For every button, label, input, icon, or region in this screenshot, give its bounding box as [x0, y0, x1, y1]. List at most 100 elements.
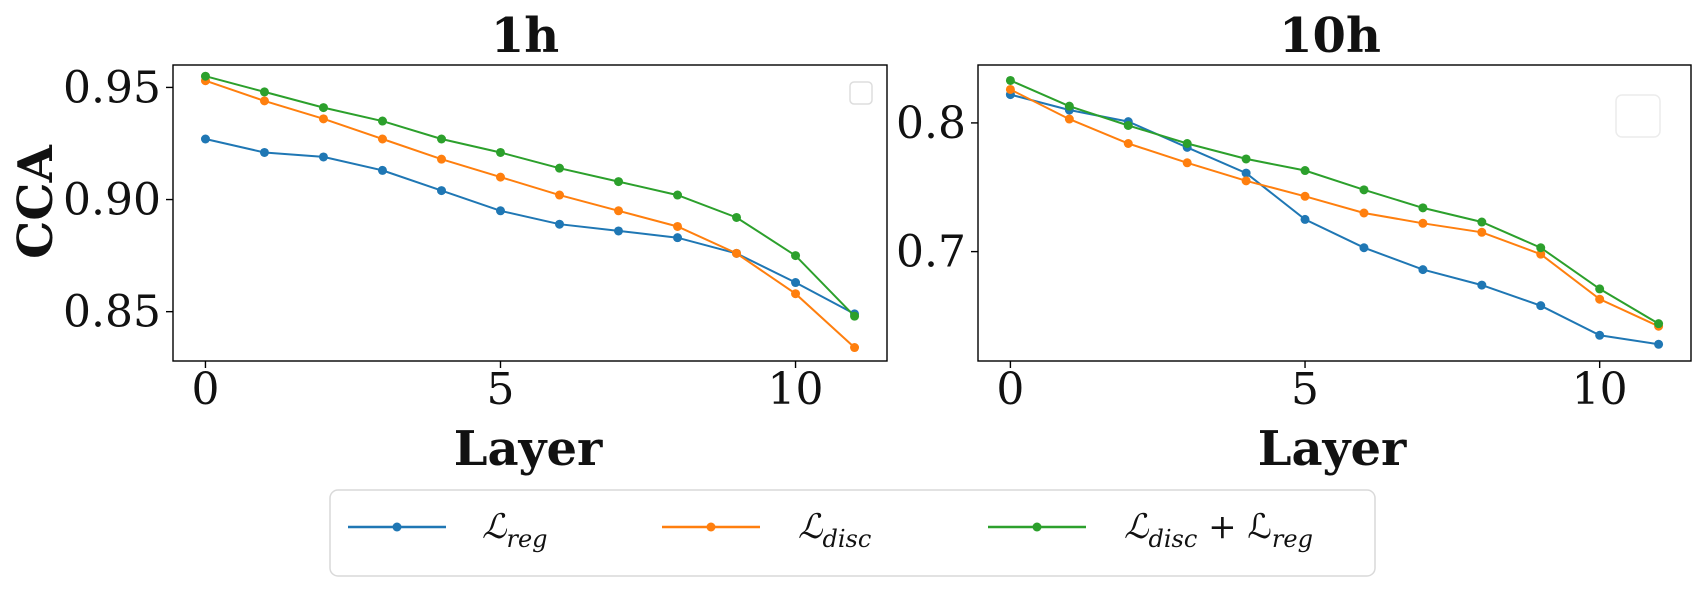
chart-panel-1h: 1h CCA 0 5 10 0.85 0.90 0.95 Layer [8, 8, 888, 477]
y-tick-label: 0.90 [63, 175, 161, 226]
x-axis-label-1h: Layer [454, 421, 603, 477]
y-tick-label: 0.85 [63, 287, 161, 338]
legend: ℒreg ℒdisc ℒdisc + ℒreg [329, 489, 1376, 577]
x-axis-label-10h: Layer [1258, 421, 1407, 477]
legend-label-disc-main: ℒ [798, 507, 824, 547]
series-line-disc-plus-reg [1009, 79, 1660, 325]
data-point-disc-plus-reg [436, 134, 446, 144]
legend-label-disc: ℒdisc [798, 507, 871, 553]
data-point-disc-plus-reg [259, 87, 269, 97]
series-line-disc [1009, 88, 1660, 328]
data-point-disc-plus-reg [1359, 185, 1369, 195]
data-point-disc [850, 343, 860, 353]
plot-lines-1h [200, 71, 860, 353]
legend-entry-disc: ℒdisc [662, 507, 871, 553]
data-point-disc [791, 289, 801, 299]
data-point-disc [1536, 249, 1546, 259]
data-point-reg [1300, 214, 1310, 224]
data-point-disc-plus-reg [1182, 139, 1192, 149]
chart-title-1h: 1h [491, 8, 559, 64]
legend-marker-reg [392, 522, 402, 532]
y-tick-label: 0.95 [63, 62, 161, 113]
series-line-disc [205, 79, 856, 349]
data-point-disc [1182, 158, 1192, 168]
data-point-reg [1654, 339, 1664, 349]
data-point-disc-plus-reg [1064, 101, 1074, 111]
data-point-reg [673, 233, 683, 243]
data-point-disc-plus-reg [1241, 154, 1251, 164]
data-point-disc [614, 206, 624, 216]
data-point-disc-plus-reg [318, 103, 328, 113]
data-point-disc [436, 154, 446, 164]
data-point-disc-plus-reg [850, 311, 860, 321]
data-point-disc [732, 248, 742, 258]
data-point-disc [673, 221, 683, 231]
y-tick-label: 0.7 [896, 227, 966, 278]
data-point-disc [555, 190, 565, 200]
data-point-reg [1595, 330, 1605, 340]
data-point-reg [1536, 301, 1546, 311]
data-point-disc [377, 134, 387, 144]
data-point-disc-plus-reg [200, 71, 210, 81]
x-tick-label: 10 [768, 364, 824, 415]
legend-label-reg-sub: reg [507, 525, 548, 553]
data-point-disc-plus-reg [1005, 75, 1015, 85]
plot-lines-10h [1005, 75, 1664, 349]
chart-panel-10h: 10h 0 5 10 0.7 0.8 Layer [896, 8, 1692, 477]
legend-entry-reg: ℒreg [348, 507, 548, 553]
data-point-reg [495, 206, 505, 216]
data-point-reg [1477, 280, 1487, 290]
legend-marker-disc [706, 522, 716, 532]
data-point-disc-plus-reg [1300, 166, 1310, 176]
data-point-disc [1595, 294, 1605, 304]
data-point-reg [1418, 265, 1428, 275]
data-point-reg [318, 152, 328, 162]
empty-legend-box-10h [1615, 94, 1661, 138]
data-point-disc-plus-reg [791, 251, 801, 261]
data-point-reg [555, 219, 565, 229]
series-line-disc-plus-reg [205, 75, 856, 317]
data-point-disc-plus-reg [614, 177, 624, 187]
data-point-reg [436, 186, 446, 196]
x-tick-label: 0 [191, 364, 219, 415]
data-point-disc [259, 96, 269, 106]
legend-label-combo-main: ℒ [1124, 507, 1150, 547]
plot-frame-1h [172, 64, 888, 362]
chart-title-10h: 10h [1279, 8, 1381, 64]
series-line-reg [205, 138, 855, 315]
legend-label-combo-sub2: reg [1272, 525, 1313, 553]
axis-ticks-1h: 0 5 10 0.85 0.90 0.95 [63, 62, 824, 415]
axis-ticks-10h: 0 5 10 0.7 0.8 [896, 98, 1628, 415]
data-point-disc-plus-reg [673, 190, 683, 200]
data-point-reg [614, 226, 624, 236]
y-tick-label: 0.8 [896, 98, 966, 149]
data-point-reg [377, 165, 387, 175]
series-line-reg [1010, 93, 1659, 346]
legend-box [329, 489, 1376, 577]
x-tick-label: 5 [1291, 364, 1319, 415]
data-point-disc [318, 114, 328, 124]
empty-legend-box-1h [849, 81, 873, 105]
data-point-reg [1241, 168, 1251, 178]
x-tick-label: 10 [1572, 364, 1628, 415]
data-point-disc-plus-reg [732, 212, 742, 222]
data-point-disc [1123, 139, 1133, 149]
data-point-reg [791, 278, 801, 288]
data-point-disc-plus-reg [1477, 217, 1487, 227]
data-point-disc [1418, 218, 1428, 228]
data-point-reg [1359, 243, 1369, 253]
data-point-disc [1064, 114, 1074, 124]
data-point-disc [1005, 84, 1015, 94]
data-point-disc-plus-reg [1595, 284, 1605, 294]
data-point-disc [1241, 176, 1251, 186]
data-point-disc-plus-reg [1123, 120, 1133, 130]
data-point-disc-plus-reg [495, 147, 505, 157]
data-point-reg [259, 147, 269, 157]
data-point-disc-plus-reg [1654, 319, 1664, 329]
data-point-reg [200, 134, 210, 144]
legend-label-disc-sub: disc [823, 525, 872, 553]
x-tick-label: 0 [996, 364, 1024, 415]
y-axis-label: CCA [8, 144, 64, 258]
legend-entry-disc-plus-reg: ℒdisc + ℒreg [988, 507, 1313, 553]
x-tick-label: 5 [486, 364, 514, 415]
